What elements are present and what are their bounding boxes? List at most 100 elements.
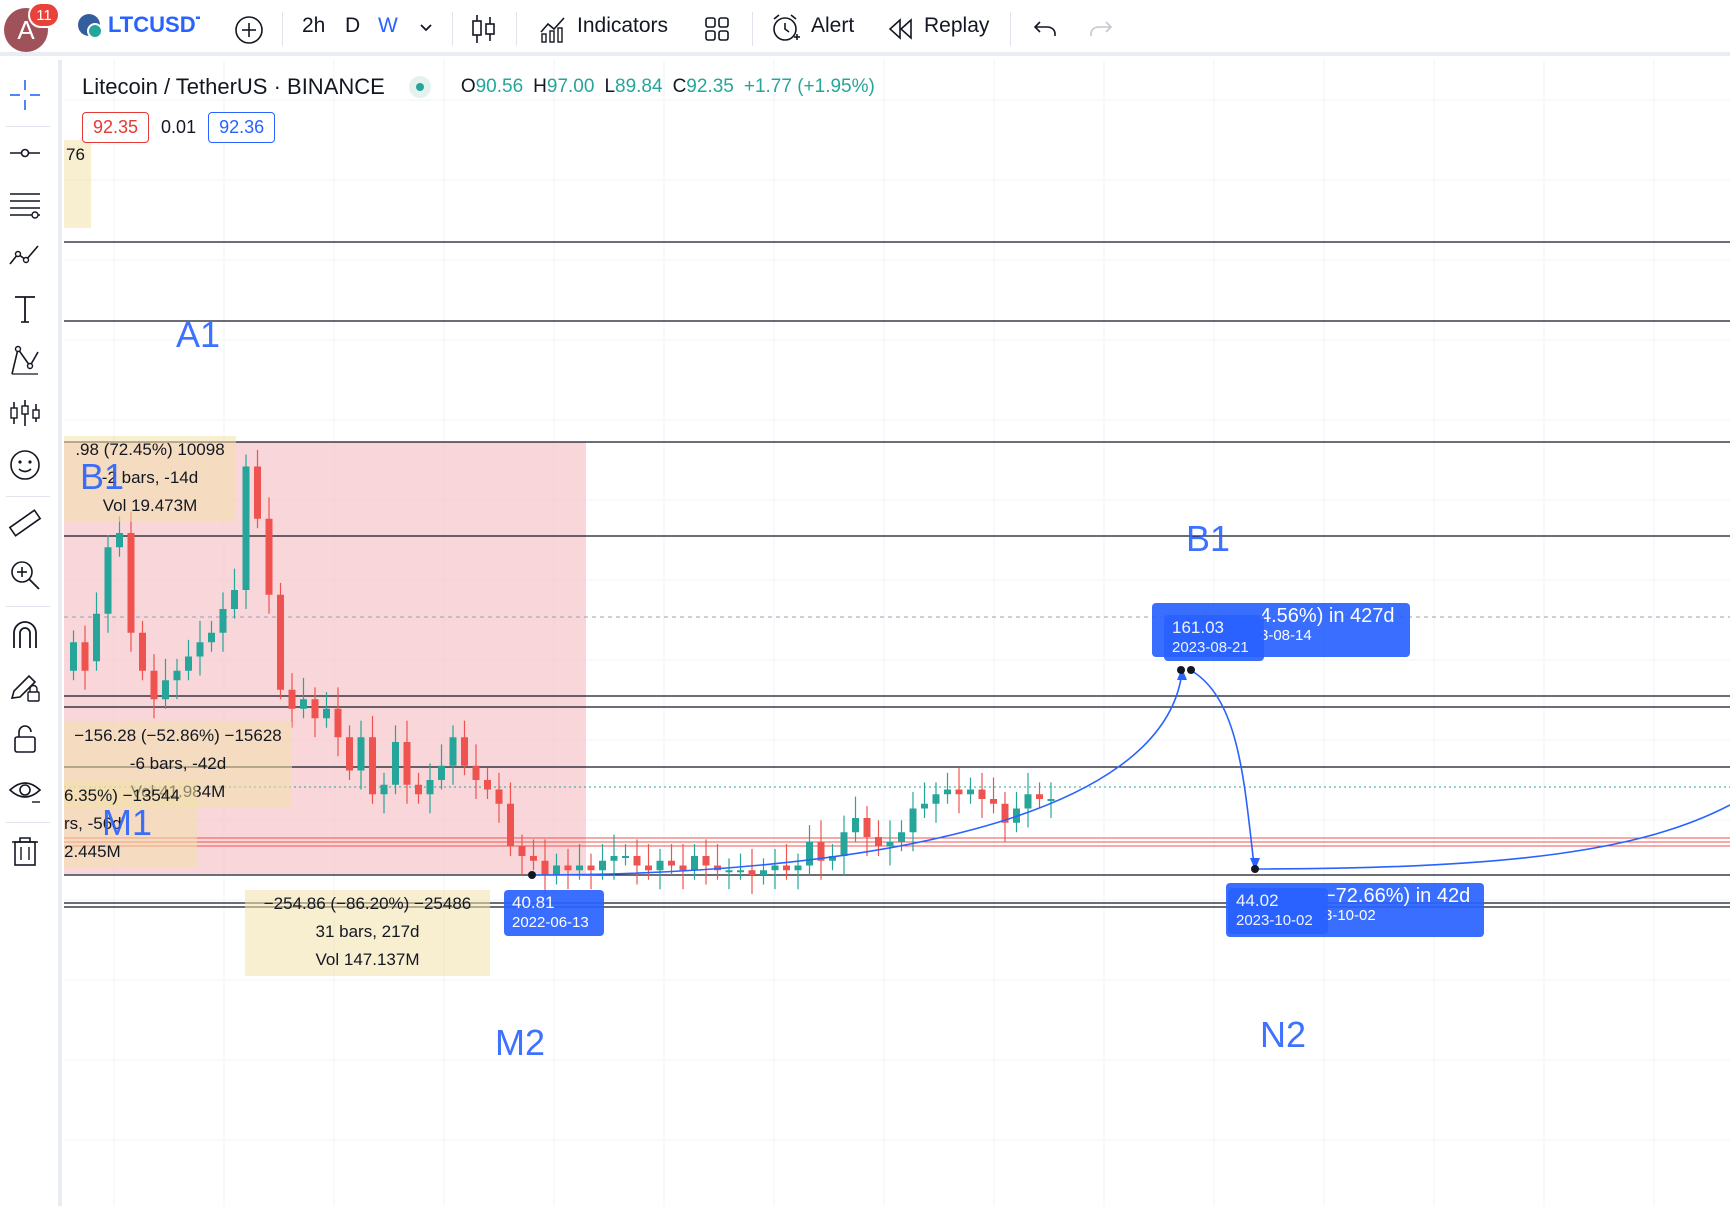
ruler-icon[interactable] — [8, 506, 42, 540]
measure-box-peak[interactable]: .98 (72.45%) 10098 -2 bars, -14d Vol 19.… — [64, 436, 236, 522]
add-symbol-icon[interactable] — [234, 15, 264, 45]
price-tag-top[interactable]: 161.03 2023-08-21 — [1164, 615, 1264, 661]
anchor-point — [1187, 666, 1195, 674]
label-b1-left[interactable]: B1 — [80, 456, 125, 497]
measure-box-left[interactable]: 6.35%) −13544 rs, -56d 2.445M — [64, 782, 197, 868]
trend-line-icon[interactable] — [8, 240, 42, 274]
magnet-icon[interactable] — [8, 618, 42, 652]
tag-date: 2023-10-02 — [1236, 912, 1313, 929]
candle-body — [633, 856, 641, 866]
interval-w-button[interactable]: W — [378, 14, 398, 37]
interval-d-button[interactable]: D — [345, 14, 361, 37]
fib-retracement-icon[interactable] — [8, 188, 42, 222]
candle-body — [978, 789, 986, 799]
chart-pane[interactable]: 76 .98 (72.45%) 10098 -2 bars, -14d Vol … — [64, 60, 1730, 1206]
eye-icon[interactable] — [8, 774, 42, 808]
projection-curve-up — [531, 671, 1183, 876]
candle-body — [1001, 803, 1009, 823]
crosshair-icon[interactable] — [8, 78, 42, 112]
text-tool-icon[interactable] — [8, 292, 42, 326]
buy-price-button[interactable]: 92.36 — [208, 112, 276, 143]
candle-body — [714, 865, 721, 871]
ohlc-close-label: C — [672, 76, 687, 97]
market-status-icon[interactable] — [408, 76, 431, 98]
horizontal-ray-icon[interactable] — [8, 136, 42, 170]
chevron-down-icon[interactable] — [418, 22, 434, 34]
alert-button[interactable]: Alert — [811, 14, 855, 37]
anchor-point — [528, 871, 536, 879]
ohlc-high: 97.00 — [546, 76, 595, 97]
candle-body — [196, 642, 204, 657]
candle-body — [944, 789, 951, 795]
tag-text: 4.56%) in 427d — [1260, 605, 1395, 627]
ohlc-open: 90.56 — [475, 76, 524, 97]
drawing-lock-pencil-icon[interactable] — [8, 670, 42, 704]
layouts-grid-icon[interactable] — [704, 16, 730, 42]
price-tag-low[interactable]: 40.81 2022-06-13 — [504, 890, 604, 936]
measure-box-drop[interactable]: −254.86 (−86.20%) −25486 31 bars, 217d V… — [245, 890, 490, 976]
measure-text: -2 bars, -14d — [101, 468, 199, 487]
candle-body — [116, 533, 123, 548]
prediction-tool-icon[interactable] — [8, 396, 42, 430]
label-m2[interactable]: M2 — [495, 1022, 546, 1063]
projection-curve-continue — [1254, 804, 1730, 870]
candle-body — [541, 860, 549, 875]
sell-price-button[interactable]: 92.35 — [82, 112, 150, 143]
label-b1-right[interactable]: B1 — [1186, 518, 1231, 559]
tag-date: 2022-06-13 — [512, 914, 589, 931]
alert-clock-icon[interactable] — [770, 13, 802, 45]
chart-canvas[interactable] — [64, 60, 1730, 1206]
candle-body — [173, 670, 181, 681]
undo-icon[interactable] — [1032, 18, 1058, 40]
candle-body — [587, 865, 595, 871]
price-tag-n2[interactable]: 44.02 2023-10-02 — [1228, 888, 1328, 934]
symbol-search-button[interactable]: LTCUSDT — [78, 12, 200, 39]
ohlc-close: 92.35 — [686, 76, 734, 97]
replay-rewind-icon[interactable] — [888, 17, 914, 41]
label-n2[interactable]: N2 — [1260, 1014, 1307, 1055]
replay-button[interactable]: Replay — [924, 14, 990, 37]
label-m1[interactable]: M1 — [102, 802, 153, 843]
divider — [6, 126, 50, 127]
candle-body — [932, 794, 940, 804]
measure-box-top[interactable]: 76 — [64, 140, 91, 228]
candle-body — [599, 860, 606, 871]
measure-text: rs, -56d — [64, 814, 122, 833]
emoji-icon[interactable] — [8, 448, 42, 482]
candle-body — [875, 837, 882, 847]
candle-body — [369, 737, 376, 795]
candles-chart-type-icon[interactable] — [470, 13, 498, 45]
quote-boxes: 92.35 0.01 92.36 — [82, 112, 276, 143]
candle-body — [380, 784, 388, 795]
trash-icon[interactable] — [8, 834, 42, 868]
candle-body — [656, 860, 664, 871]
ohlc-low-label: L — [604, 76, 616, 97]
indicators-button[interactable]: Indicators — [577, 14, 669, 37]
legend-title[interactable]: Litecoin / TetherUS · BINANCE — [82, 74, 385, 99]
chart-grid — [64, 60, 1730, 1206]
anchor-point — [1177, 666, 1185, 674]
pattern-tool-icon[interactable] — [8, 344, 42, 378]
candle-body — [346, 737, 353, 771]
tag-date: 3-08-14 — [1260, 627, 1312, 644]
redo-icon[interactable] — [1088, 18, 1114, 40]
tag-text: −72.66%) in 42d — [1324, 885, 1471, 907]
candle-body — [449, 737, 457, 766]
candle-body — [725, 870, 733, 873]
candle-body — [840, 832, 848, 856]
zoom-in-icon[interactable] — [8, 558, 42, 592]
interval-2h-button[interactable]: 2h — [302, 14, 326, 37]
arrow-head — [1250, 858, 1260, 870]
candle-body — [208, 632, 215, 643]
candle-body — [553, 865, 560, 875]
indicators-icon[interactable] — [538, 14, 568, 44]
candle-body — [691, 856, 698, 871]
candle-body — [127, 533, 135, 633]
tag-date: 2023-08-21 — [1172, 639, 1249, 656]
lock-icon[interactable] — [8, 722, 42, 756]
projection-curve-down — [1191, 670, 1255, 866]
measure-text: 76 — [66, 145, 85, 164]
label-a1[interactable]: A1 — [176, 314, 221, 355]
candle-body — [622, 856, 629, 858]
measure-text: 6.35%) −13544 — [64, 786, 180, 805]
